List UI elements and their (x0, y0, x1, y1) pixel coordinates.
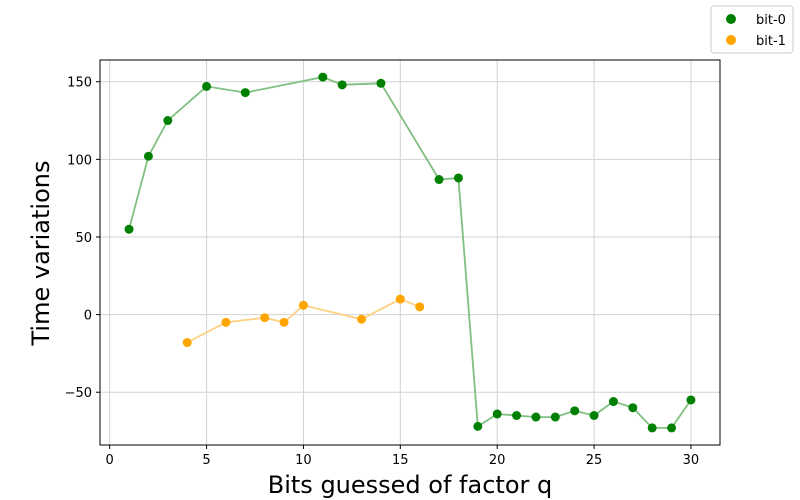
data-point-bit-0 (512, 411, 522, 421)
data-point-bit-1 (260, 313, 270, 323)
legend-marker-bit-0 (726, 14, 736, 24)
data-point-bit-0 (686, 395, 696, 405)
data-point-bit-0 (376, 78, 386, 88)
data-point-bit-0 (163, 116, 173, 126)
data-point-bit-0 (531, 412, 541, 422)
series-line-bit-0 (128, 76, 692, 429)
y-tick-label: −50 (65, 386, 92, 401)
data-point-bit-1 (415, 302, 425, 312)
x-axis: 0 5 10 15 20 25 30 (106, 445, 700, 468)
data-point-bit-1 (221, 317, 231, 327)
x-tick-label: 25 (586, 453, 603, 468)
data-point-bit-1 (357, 314, 367, 324)
data-point-bit-0 (570, 406, 580, 416)
legend: bit-0 bit-1 (710, 5, 794, 54)
plot-frame (99, 59, 721, 446)
data-point-bit-0 (589, 411, 599, 421)
x-tick-label: 15 (392, 453, 409, 468)
x-tick-label: 20 (489, 453, 506, 468)
series-bit-0 (124, 72, 696, 433)
data-point-bit-1 (279, 317, 289, 327)
data-point-bit-0 (318, 72, 328, 82)
y-tick-label: 0 (84, 309, 92, 324)
legend-label-bit-0: bit-0 (756, 13, 786, 28)
legend-label-bit-1: bit-1 (756, 34, 786, 49)
data-point-bit-0 (550, 412, 560, 422)
y-tick-label: 150 (67, 76, 92, 91)
data-point-bit-0 (667, 423, 677, 433)
data-point-bit-0 (492, 409, 502, 419)
legend-marker-bit-1 (726, 35, 736, 45)
data-point-bit-0 (434, 175, 444, 185)
data-point-bit-1 (182, 338, 192, 348)
y-tick-label: 50 (75, 231, 92, 246)
x-tick-label: 0 (106, 453, 114, 468)
x-tick-label: 10 (295, 453, 312, 468)
data-point-bit-1 (395, 294, 405, 304)
y-axis-title: Time variations (27, 161, 55, 347)
data-point-bit-0 (453, 173, 463, 183)
data-point-bit-0 (608, 397, 618, 407)
y-tick-label: 100 (67, 153, 92, 168)
x-tick-label: 30 (683, 453, 700, 468)
data-point-bit-0 (647, 423, 657, 433)
x-tick-label: 5 (202, 453, 210, 468)
data-point-bit-1 (298, 300, 308, 310)
grid (100, 60, 720, 445)
data-point-bit-0 (628, 403, 638, 413)
data-point-bit-0 (202, 81, 212, 91)
data-point-bit-0 (240, 88, 250, 98)
x-axis-title: Bits guessed of factor q (268, 471, 552, 499)
data-point-bit-0 (124, 224, 134, 234)
series-layer (124, 72, 696, 433)
series-bit-1 (182, 294, 425, 348)
data-point-bit-0 (473, 421, 483, 431)
series-line-bit-1 (186, 298, 421, 344)
y-axis: −50 0 50 100 150 (65, 76, 100, 401)
data-point-bit-0 (337, 80, 347, 90)
data-point-bit-0 (143, 151, 153, 161)
